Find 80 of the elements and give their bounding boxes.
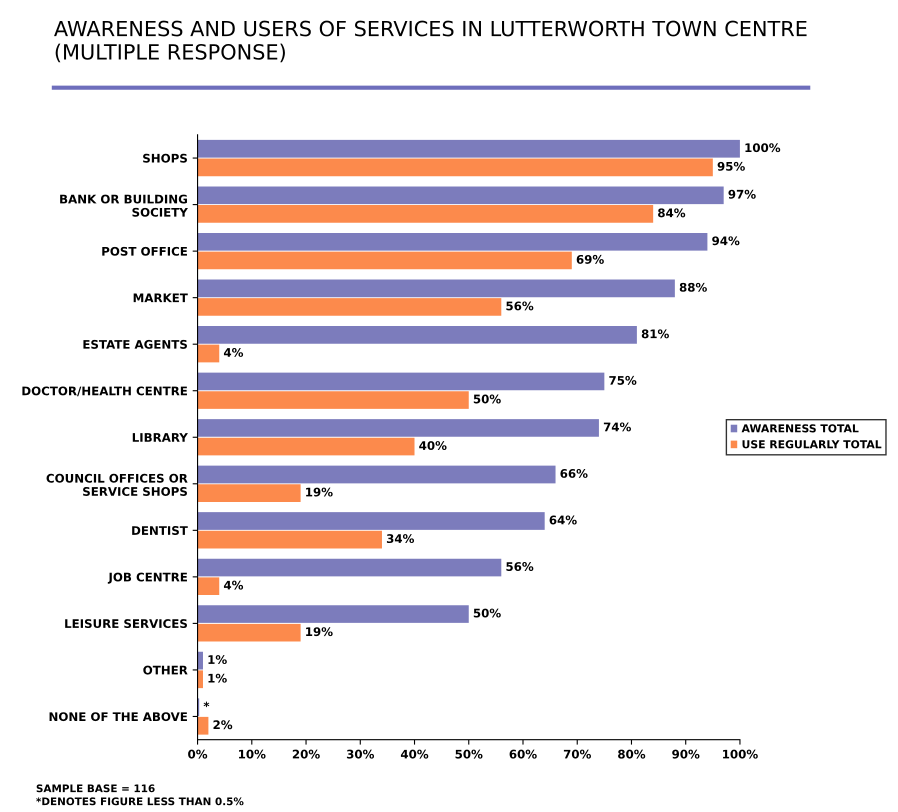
y-tick-label: POST OFFICE [102, 246, 187, 256]
data-label: 74% [604, 422, 631, 432]
data-label: 88% [680, 282, 707, 292]
bar [198, 438, 415, 456]
x-tick-label: 100% [723, 750, 758, 759]
data-label: 94% [712, 236, 740, 246]
bar [198, 530, 382, 548]
chart-title: AWARENESS AND USERS OF SERVICES IN LUTTERWORTH TOWN CENTRE (MULTIPLE RESPONSE) [54, 20, 807, 62]
bar [198, 605, 469, 623]
data-label: 100% [745, 143, 780, 152]
legend-label: AWARENESS TOTAL [742, 424, 859, 432]
bar [198, 577, 220, 596]
x-tick-label: 70% [564, 750, 591, 759]
bar [198, 252, 572, 270]
data-label: 75% [609, 376, 636, 385]
data-label: 50% [474, 608, 501, 618]
data-label: * [204, 702, 210, 708]
bar [198, 419, 599, 437]
x-tick-label: 60% [510, 750, 537, 759]
bar [198, 624, 301, 642]
bar [198, 140, 740, 158]
data-label: 69% [576, 254, 604, 264]
bar [198, 186, 724, 204]
data-label: 56% [506, 562, 534, 571]
x-tick-label: 50% [456, 750, 483, 759]
data-label: 1% [208, 674, 227, 683]
bar [198, 466, 556, 484]
text: SAMPLE BASE = 116 [36, 784, 155, 792]
y-tick-label: LIBRARY [132, 433, 188, 442]
y-tick-label: JOB CENTRE [108, 572, 187, 584]
bar [198, 512, 545, 530]
bar [198, 716, 208, 735]
y-tick-label: LEISURE SERVICES [65, 619, 187, 628]
bar [198, 391, 469, 409]
y-tick-label: ESTATE AGENTS [83, 340, 187, 349]
text: *DENOTES FIGURE LESS THAN 0.5% [36, 797, 244, 806]
bar [198, 326, 637, 344]
bar [198, 205, 654, 223]
bar [198, 280, 675, 298]
y-tick-label: SHOPS [143, 154, 187, 163]
bar [198, 232, 708, 251]
y-tick-label: COUNCIL OFFICES OR SERVICE SHOPS [46, 474, 188, 496]
data-label: 19% [306, 627, 333, 636]
y-tick-label: DOCTOR/HEALTH CENTRE [22, 386, 187, 396]
y-tick-label: BANK OR BUILDING SOCIETY [60, 194, 188, 217]
x-tick-label: 90% [672, 750, 700, 759]
x-tick-label: 40% [400, 750, 428, 759]
bar [198, 670, 203, 688]
y-tick-label: MARKET [134, 294, 188, 302]
x-tick-label: 10% [239, 750, 266, 759]
data-label: 95% [718, 162, 745, 171]
bar [198, 652, 203, 670]
bar [198, 344, 220, 362]
y-tick-label: DENTIST [132, 526, 188, 535]
x-tick-label: 0% [188, 750, 208, 759]
data-label: 2% [214, 720, 232, 730]
data-label: 84% [658, 208, 686, 218]
data-label: 66% [560, 468, 588, 478]
y-tick-label: OTHER [143, 666, 188, 675]
bar [198, 372, 604, 390]
data-label: 4% [224, 348, 244, 357]
data-label: 81% [642, 329, 669, 338]
bar [198, 298, 502, 316]
bar [198, 558, 502, 576]
legend-label: USE REGULARLY TOTAL [742, 440, 882, 448]
bar [198, 484, 301, 502]
data-label: 34% [386, 534, 414, 544]
data-label: 56% [506, 301, 534, 310]
x-tick-label: 80% [618, 750, 646, 759]
x-tick-label: 30% [346, 750, 374, 759]
y-tick-label: NONE OF THE ABOVE [50, 712, 187, 722]
x-tick-label: 20% [292, 750, 320, 759]
data-label: 4% [224, 580, 244, 590]
data-label: 97% [728, 190, 756, 199]
data-label: 40% [419, 441, 447, 450]
bar [198, 158, 713, 176]
data-label: 50% [474, 394, 501, 404]
data-label: 64% [550, 516, 577, 524]
data-label: 1% [208, 655, 227, 664]
data-label: 19% [306, 488, 333, 497]
